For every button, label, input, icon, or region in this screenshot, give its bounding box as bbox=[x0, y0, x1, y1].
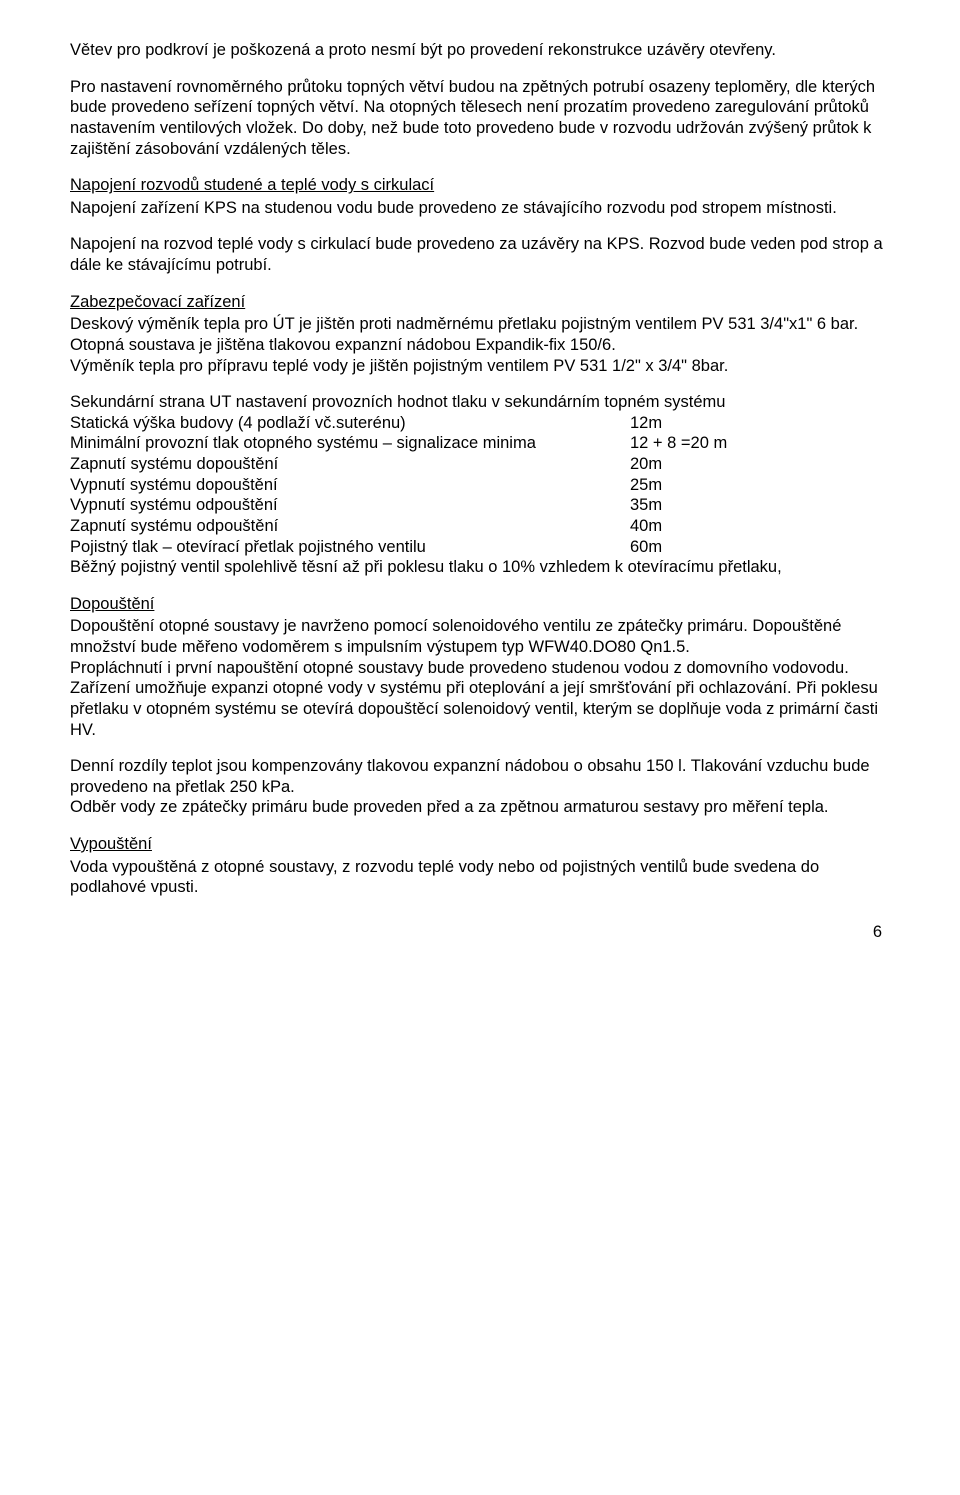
table-label: Zapnutí systému dopouštění bbox=[70, 454, 630, 475]
table-label: Statická výška budovy (4 podlaží vč.sute… bbox=[70, 413, 630, 434]
table-value: 12m bbox=[630, 413, 662, 434]
pressure-table: Statická výška budovy (4 podlaží vč.sute… bbox=[70, 413, 890, 557]
table-label: Vypnutí systému odpouštění bbox=[70, 495, 630, 516]
section-1-heading: Napojení rozvodů studené a teplé vody s … bbox=[70, 175, 890, 196]
section-3-p1: Běžný pojistný ventil spolehlivě těsní a… bbox=[70, 557, 890, 578]
section-4-p1: Dopouštění otopné soustavy je navrženo p… bbox=[70, 616, 890, 657]
table-value: 25m bbox=[630, 475, 662, 496]
intro-paragraph: Větev pro podkroví je poškozená a proto … bbox=[70, 40, 890, 61]
table-value: 35m bbox=[630, 495, 662, 516]
table-label: Zapnutí systému odpouštění bbox=[70, 516, 630, 537]
section-4-heading: Dopouštění bbox=[70, 594, 890, 615]
section-2-p1: Deskový výměník tepla pro ÚT je jištěn p… bbox=[70, 314, 890, 355]
page-number: 6 bbox=[70, 922, 890, 943]
table-row: Vypnutí systému dopouštění25m bbox=[70, 475, 890, 496]
table-row: Vypnutí systému odpouštění35m bbox=[70, 495, 890, 516]
section-5-p1: Voda vypouštěná z otopné soustavy, z roz… bbox=[70, 857, 890, 898]
section-5-heading: Vypouštění bbox=[70, 834, 890, 855]
table-row: Statická výška budovy (4 podlaží vč.sute… bbox=[70, 413, 890, 434]
table-row: Minimální provozní tlak otopného systému… bbox=[70, 433, 890, 454]
table-value: 60m bbox=[630, 537, 662, 558]
section-4-p2: Propláchnutí i první napouštění otopné s… bbox=[70, 658, 890, 679]
paragraph-2: Pro nastavení rovnoměrného průtoku topný… bbox=[70, 77, 890, 160]
table-row: Zapnutí systému dopouštění20m bbox=[70, 454, 890, 475]
section-1-p1: Napojení zařízení KPS na studenou vodu b… bbox=[70, 198, 890, 219]
table-row: Pojistný tlak – otevírací přetlak pojist… bbox=[70, 537, 890, 558]
section-4-p5: Odběr vody ze zpátečky primáru bude prov… bbox=[70, 797, 890, 818]
table-label: Vypnutí systému dopouštění bbox=[70, 475, 630, 496]
section-4-p3: Zařízení umožňuje expanzi otopné vody v … bbox=[70, 678, 890, 740]
section-2-p2: Výměník tepla pro přípravu teplé vody je… bbox=[70, 356, 890, 377]
table-value: 20m bbox=[630, 454, 662, 475]
section-2-heading: Zabezpečovací zařízení bbox=[70, 292, 890, 313]
table-label: Minimální provozní tlak otopného systému… bbox=[70, 433, 630, 454]
section-1-p2: Napojení na rozvod teplé vody s cirkulac… bbox=[70, 234, 890, 275]
table-row: Zapnutí systému odpouštění40m bbox=[70, 516, 890, 537]
table-value: 12 + 8 =20 m bbox=[630, 433, 727, 454]
section-4-p4: Denní rozdíly teplot jsou kompenzovány t… bbox=[70, 756, 890, 797]
section-3-heading: Sekundární strana UT nastavení provozníc… bbox=[70, 392, 890, 413]
table-value: 40m bbox=[630, 516, 662, 537]
table-label: Pojistný tlak – otevírací přetlak pojist… bbox=[70, 537, 630, 558]
